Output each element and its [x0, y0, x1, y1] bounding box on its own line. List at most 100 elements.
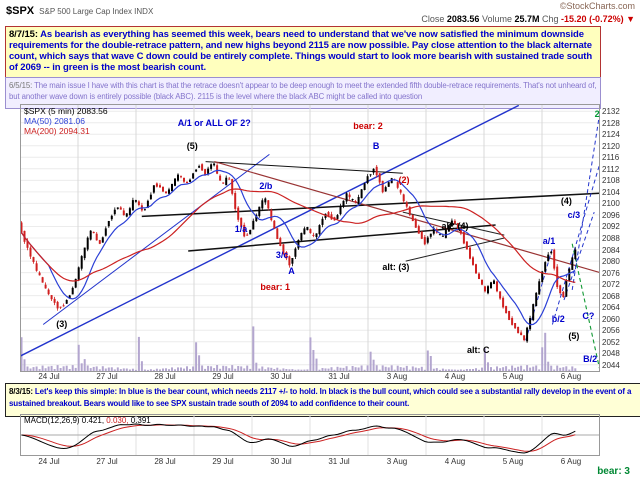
- price-axis-label: 2080: [602, 257, 620, 267]
- quote-row: Close 2083.56 Volume 25.7M Chg -15.20 (-…: [421, 14, 635, 24]
- candle-body: [216, 165, 219, 174]
- volume-bar: [243, 368, 246, 372]
- volume-bar: [499, 368, 502, 372]
- candle-body: [32, 257, 35, 262]
- volume-bar: [456, 369, 459, 372]
- macd-value-3: 0.391: [128, 416, 151, 425]
- volume-bar: [493, 369, 495, 372]
- date-axis-label: 28 Jul: [154, 372, 176, 381]
- volume-bar: [134, 369, 137, 372]
- volume-bar: [375, 365, 378, 372]
- candle-body: [68, 295, 71, 299]
- volume-bar: [532, 366, 535, 372]
- candle-body: [201, 164, 204, 171]
- volume-bar: [273, 369, 276, 372]
- volume-bar: [71, 365, 74, 372]
- volume-bar: [336, 366, 339, 372]
- chg-value: -15.20 (-0.72%) ▼: [561, 14, 635, 24]
- volume-bar: [472, 369, 474, 372]
- price-axis-label: 2052: [602, 337, 620, 347]
- volume-bar: [189, 369, 191, 372]
- date-axis-label: 31 Jul: [328, 372, 350, 381]
- wave-label: B/2: [583, 354, 598, 365]
- candle-body: [547, 254, 550, 262]
- candle-body: [375, 166, 378, 176]
- candle-body: [312, 234, 315, 236]
- volume-bar: [152, 369, 155, 372]
- candle-body: [171, 184, 173, 192]
- candle-body: [351, 199, 354, 200]
- volume-bar: [246, 365, 249, 372]
- volume-bar: [535, 365, 538, 372]
- volume-bar: [487, 362, 489, 372]
- price-axis: 2044 2048 2052 2056 2060 2064 2068 2072 2076 2080…: [602, 104, 640, 372]
- volume-bar: [165, 368, 167, 372]
- volume-bar: [294, 369, 297, 372]
- macd-line: [21, 423, 576, 454]
- volume-bar: [291, 369, 294, 372]
- candle-body: [152, 185, 155, 193]
- volume-bar: [306, 369, 309, 372]
- volume-bar: [297, 369, 300, 372]
- wave-label: a/1: [542, 235, 556, 246]
- volume-bar: [261, 366, 264, 372]
- price-axis-label: 2096: [602, 210, 620, 220]
- volume-bar: [345, 366, 348, 372]
- volume-bar: [541, 347, 544, 372]
- date-axis-label: 5 Aug: [502, 372, 524, 381]
- volume-bar: [559, 367, 562, 372]
- candle-body: [29, 247, 32, 257]
- volume-bar: [556, 365, 559, 372]
- plot-border: [20, 104, 600, 372]
- volume-bar: [502, 367, 505, 372]
- candle-body: [116, 207, 119, 209]
- candle-body: [47, 289, 50, 295]
- candle-body: [255, 214, 258, 222]
- candle-body: [508, 311, 511, 320]
- candle-body: [62, 305, 65, 307]
- candle-body: [53, 298, 56, 303]
- price-axis-label: 2056: [602, 326, 620, 336]
- candle-body: [122, 210, 125, 216]
- date-axis-label: 27 Jul: [96, 457, 118, 466]
- volume-bar: [547, 361, 550, 372]
- price-axis-label: 2092: [602, 222, 620, 232]
- candle-body: [478, 273, 480, 279]
- date-axis-label: 5 Aug: [502, 457, 524, 466]
- volume-bar: [240, 366, 243, 372]
- candle-body: [532, 304, 535, 321]
- candle-body: [270, 210, 273, 221]
- trend-line: [188, 224, 496, 252]
- volume-bar: [402, 367, 405, 372]
- volume-bar: [435, 368, 438, 372]
- candle-body: [113, 209, 116, 215]
- candle-body: [213, 163, 216, 166]
- candle-body: [146, 200, 149, 208]
- volume-bar: [411, 366, 414, 372]
- volume-bar: [426, 350, 429, 372]
- volume-bar: [128, 369, 131, 372]
- wave-label: alt: C: [466, 345, 490, 356]
- date-axis-label: 29 Jul: [212, 372, 234, 381]
- wave-label: C?: [582, 310, 595, 321]
- wave-label: 3/c: [275, 250, 289, 261]
- volume-bar: [186, 366, 188, 372]
- volume-bar: [125, 368, 128, 372]
- candle-body: [444, 230, 447, 238]
- candle-body: [59, 306, 62, 308]
- candle-body: [56, 301, 59, 309]
- candle-body: [571, 257, 574, 270]
- candle-body: [511, 318, 514, 325]
- candle-body: [450, 220, 453, 227]
- volume-bar: [553, 369, 556, 372]
- candle-body: [399, 189, 402, 193]
- candle-body: [273, 220, 276, 229]
- candle-body: [128, 208, 131, 216]
- volume-bar: [279, 369, 282, 372]
- candle-body: [357, 197, 360, 205]
- volume-bar: [544, 332, 547, 372]
- volume-bar: [384, 366, 387, 372]
- volume-bar: [475, 368, 477, 372]
- volume-bar: [300, 369, 303, 372]
- trend-line: [551, 162, 600, 325]
